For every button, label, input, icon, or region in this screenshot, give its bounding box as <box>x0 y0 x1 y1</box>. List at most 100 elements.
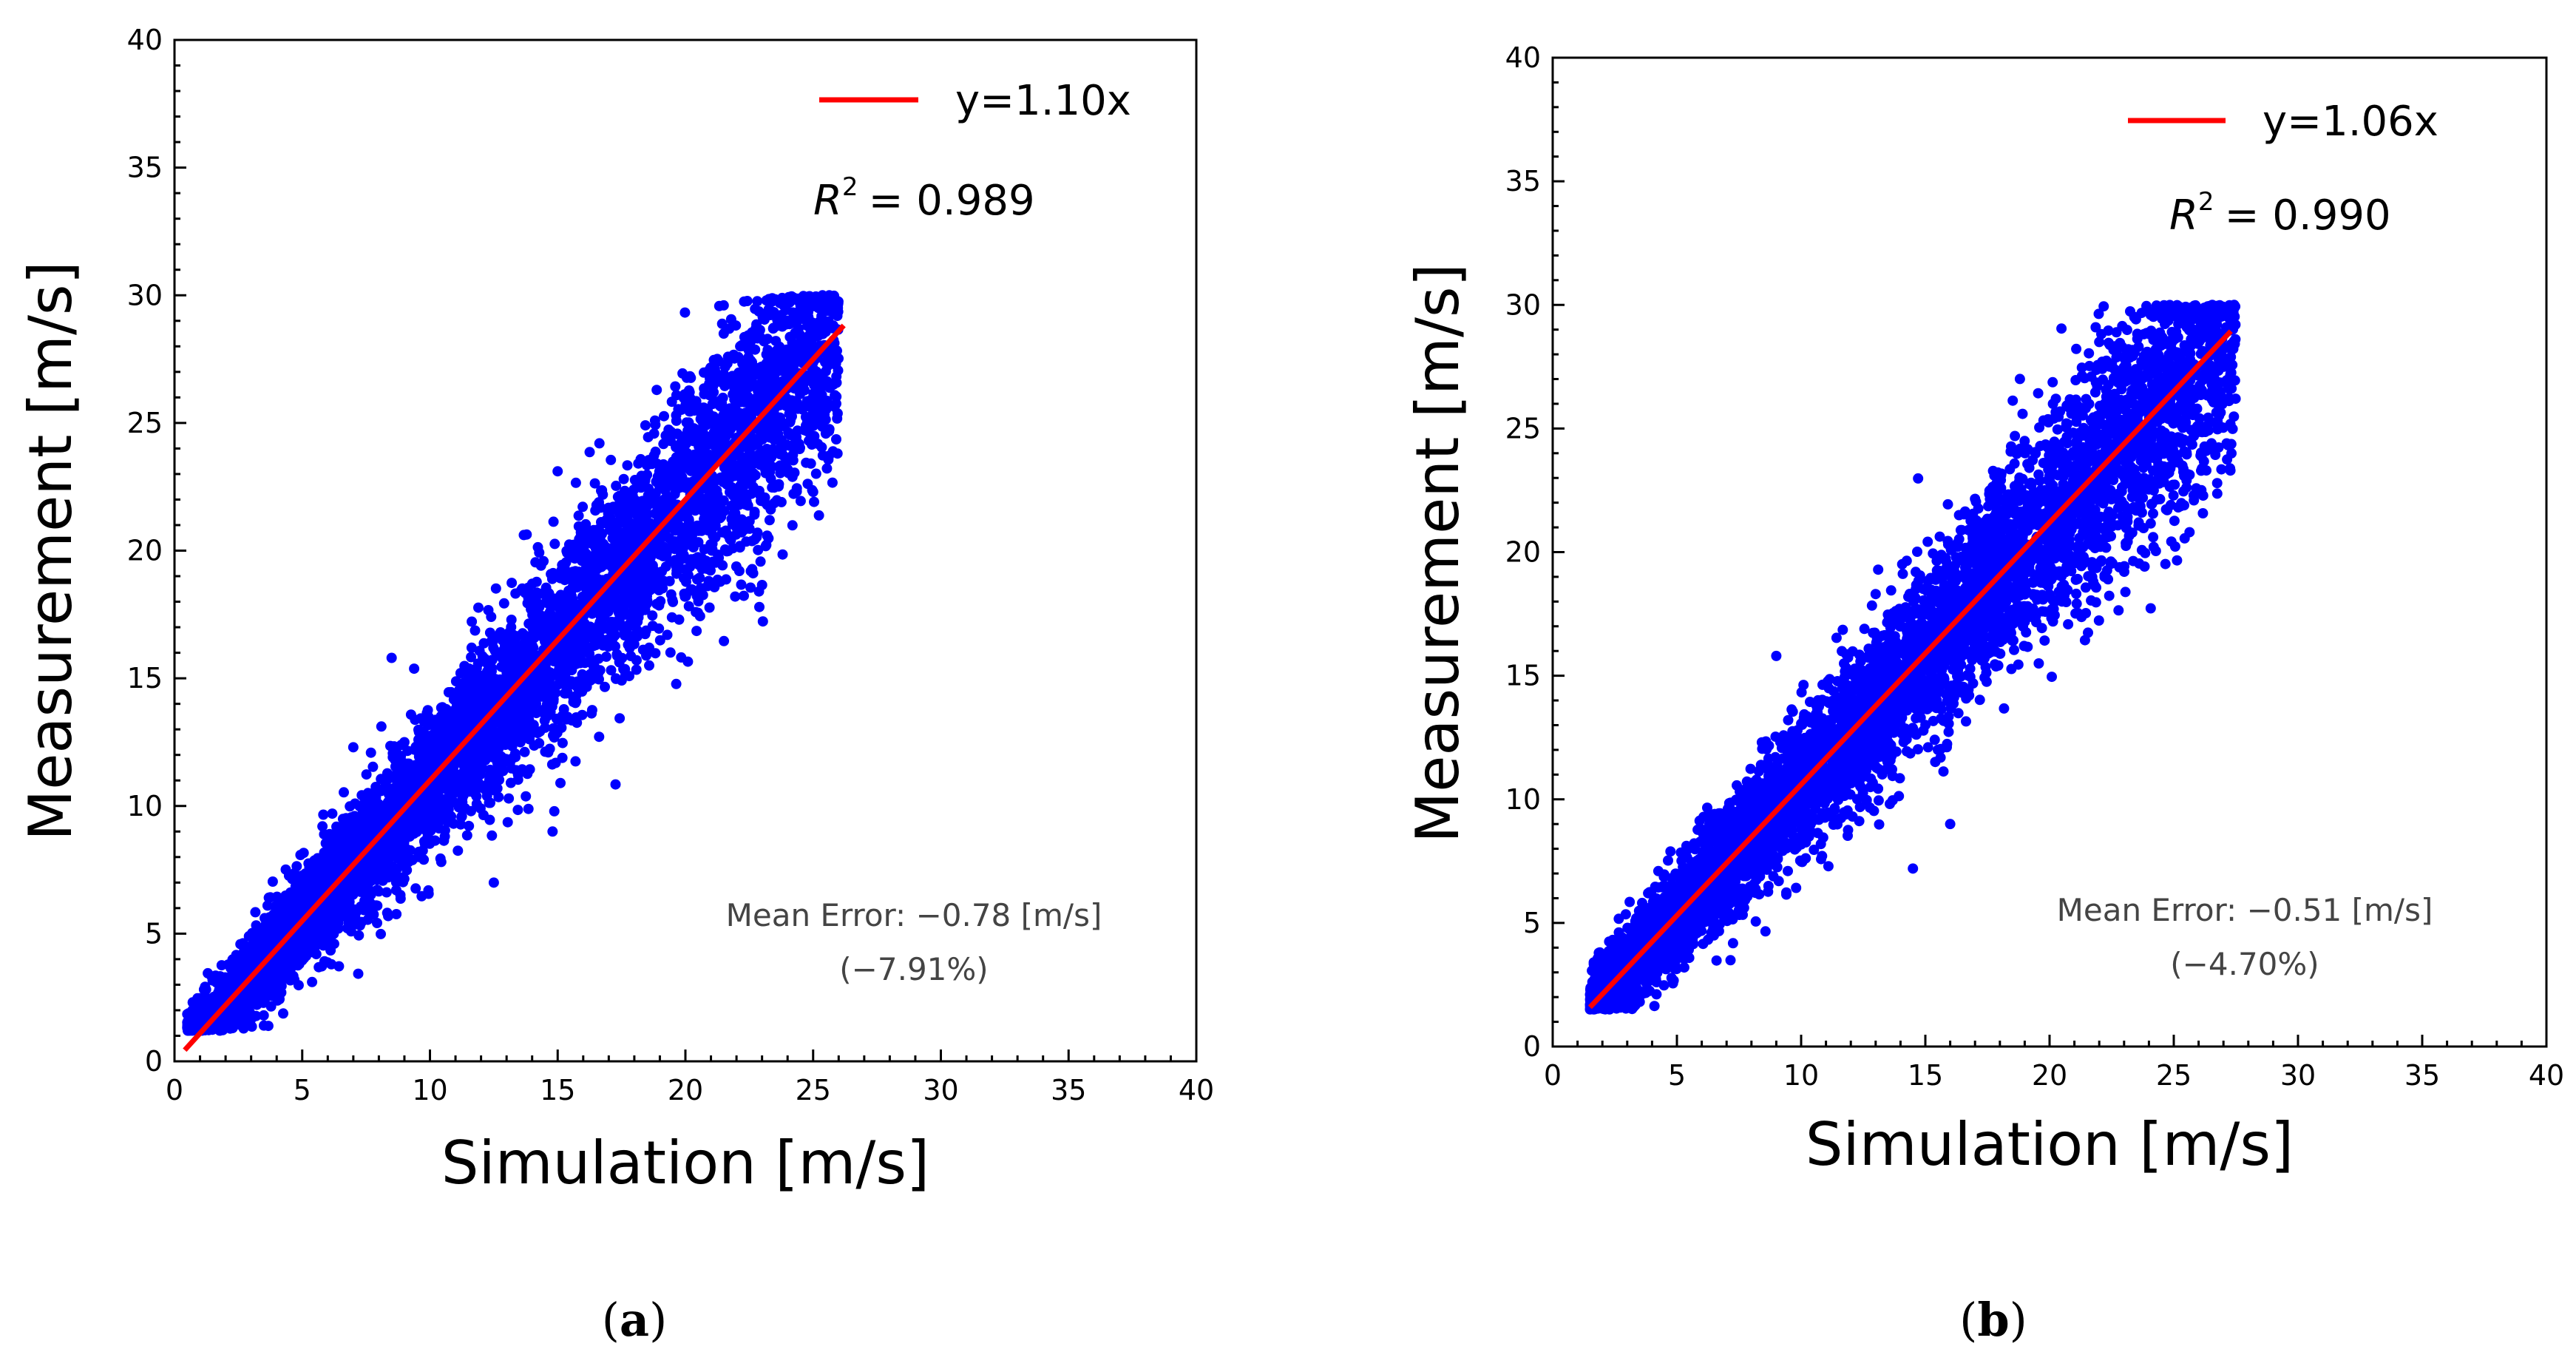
scatter-point <box>586 708 597 719</box>
scatter-point <box>753 306 765 317</box>
scatter-point <box>812 391 823 402</box>
scatter-point <box>471 798 482 809</box>
scatter-point <box>821 463 833 474</box>
scatter-point <box>606 454 617 465</box>
scatter-point <box>777 549 788 560</box>
scatter-point <box>628 638 640 649</box>
scatter-point <box>677 368 688 379</box>
scatter-point <box>730 591 741 602</box>
scatter-point <box>490 583 501 594</box>
scatter-point <box>805 458 816 469</box>
scatter-point <box>518 530 529 541</box>
scatter-point <box>461 830 472 841</box>
scatter-point <box>198 984 209 995</box>
scatter-point <box>353 968 364 979</box>
scatter-point <box>832 413 843 424</box>
scatter-point <box>714 300 725 311</box>
scatter-point <box>466 642 477 653</box>
scatter-point <box>422 829 433 840</box>
scatter-point <box>809 496 819 507</box>
scatter-point <box>784 331 796 342</box>
scatter-point <box>502 817 513 828</box>
scatter-point <box>555 777 566 788</box>
scatter-point <box>667 595 678 606</box>
scatter-point <box>809 368 820 379</box>
scatter-point <box>506 578 518 589</box>
scatter-point <box>552 466 563 477</box>
scatter-point <box>512 805 523 816</box>
scatter-point <box>594 731 605 743</box>
scatter-point <box>674 614 685 625</box>
scatter-point <box>570 697 581 709</box>
scatter-point <box>765 504 776 515</box>
scatter-point <box>704 602 715 613</box>
scatter-point <box>265 1001 277 1012</box>
scatter-point <box>398 876 409 888</box>
scatter-point <box>548 516 559 527</box>
scatter-point <box>512 774 523 785</box>
scatter-point <box>749 507 760 518</box>
scatter-point <box>524 764 535 775</box>
scatter-point <box>577 501 589 513</box>
scatter-point <box>473 602 484 613</box>
scatter-point <box>549 538 560 550</box>
scatter-point <box>413 724 424 735</box>
scatter-point <box>680 591 691 601</box>
scatter-point <box>365 747 376 758</box>
scatter-point <box>611 480 622 491</box>
scatter-point <box>416 890 427 902</box>
scatter-point <box>614 490 626 501</box>
scatter-point <box>719 635 730 646</box>
scatter-point <box>466 652 477 663</box>
scatter-point <box>506 615 517 625</box>
scatter-point <box>671 561 682 572</box>
scatter-point <box>353 930 365 941</box>
scatter-point <box>740 524 751 535</box>
scatter-point <box>757 616 768 627</box>
scatter-point <box>544 743 555 754</box>
scatter-point <box>560 688 572 699</box>
scatter-point <box>648 566 660 577</box>
scatter-point <box>802 479 813 490</box>
scatter-point <box>720 477 731 488</box>
scatter-point <box>691 626 702 637</box>
scatter-point <box>692 574 702 585</box>
scatter-point <box>556 723 567 733</box>
scatter-point <box>594 438 605 449</box>
scatter-point <box>485 797 495 808</box>
scatter-point <box>339 787 349 798</box>
scatter-point <box>470 625 481 636</box>
scatter-point <box>755 556 766 567</box>
scatter-point <box>585 621 596 632</box>
scatter-point <box>483 605 494 615</box>
scatter-point <box>318 809 329 820</box>
scatter-point <box>493 791 504 802</box>
scatter-point <box>453 845 464 856</box>
scatter-point <box>267 876 278 887</box>
scatter-point <box>678 550 689 561</box>
scatter-point <box>395 893 406 904</box>
scatter-point <box>557 737 568 748</box>
scatter-point <box>771 495 782 506</box>
scatter-point <box>631 664 642 675</box>
scatter-point <box>614 613 625 624</box>
scatter-point <box>810 468 821 479</box>
scatter-point <box>584 447 595 458</box>
scatter-point <box>762 530 773 541</box>
scatter-points-a <box>182 290 844 1036</box>
scatter-point <box>250 907 261 918</box>
scatter-point <box>787 520 798 531</box>
scatter-point <box>631 655 642 666</box>
scatter-point <box>618 473 629 484</box>
scatter-point <box>266 990 277 1001</box>
scatter-point <box>409 663 420 675</box>
scatter-point <box>410 883 421 894</box>
scatter-point <box>795 496 806 507</box>
scatter-point <box>467 616 478 627</box>
scatter-point <box>439 831 450 842</box>
scatter-point <box>753 544 764 555</box>
scatter-point <box>813 510 824 521</box>
scatter-point <box>665 543 677 554</box>
